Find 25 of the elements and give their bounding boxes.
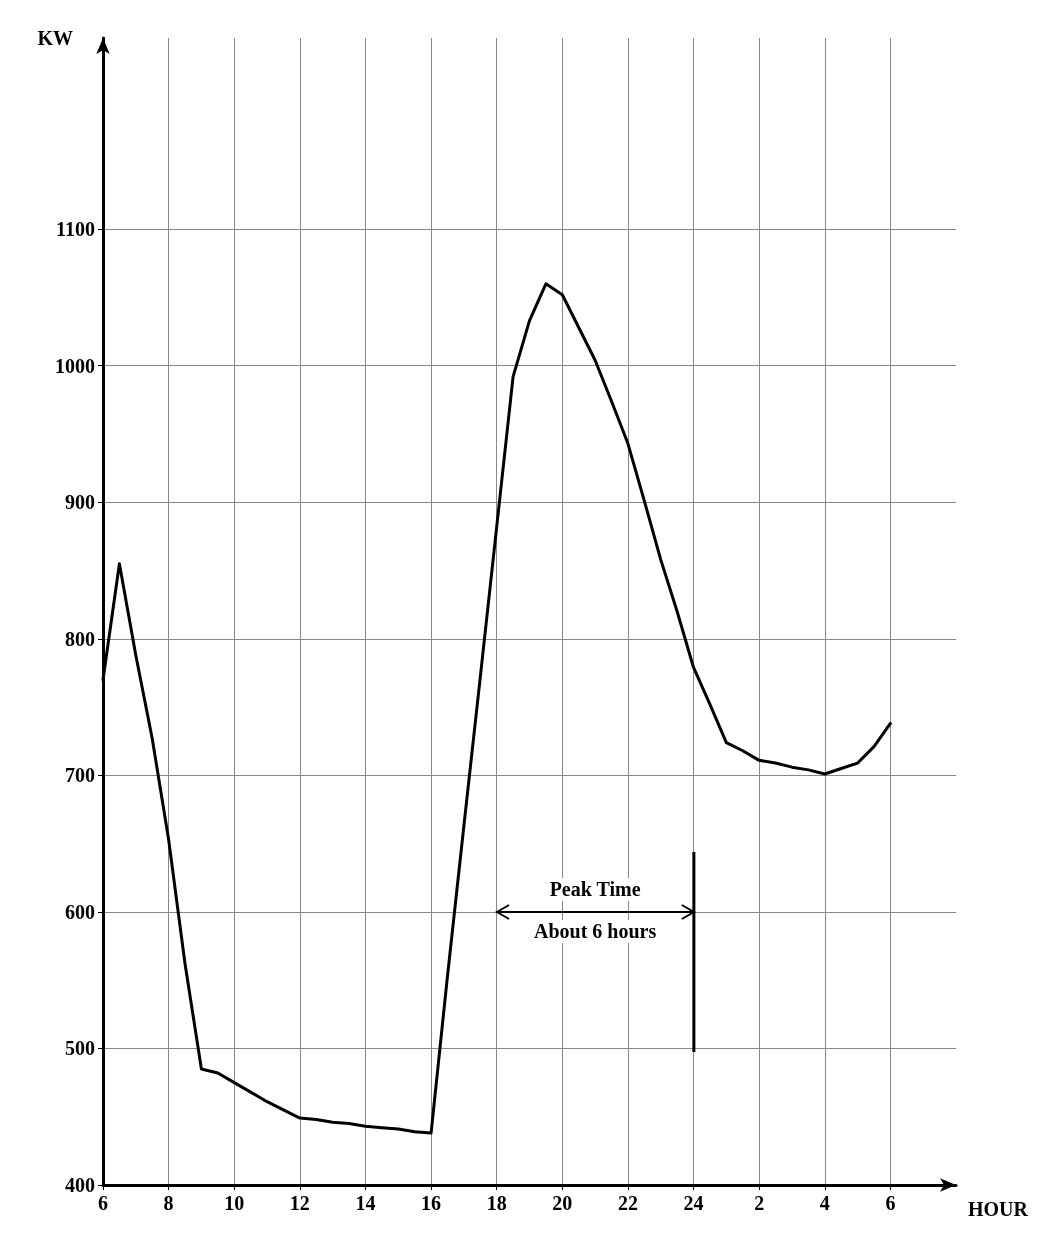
y-axis-title: KW (37, 27, 73, 49)
x-axis-title: HOUR (968, 1198, 1029, 1220)
x-tick-label: 22 (617, 1192, 638, 1214)
x-tick-label: 10 (224, 1192, 245, 1214)
y-tick-label: 1100 (56, 218, 95, 241)
y-tick-label: 800 (65, 627, 95, 650)
x-tick-label: 12 (289, 1192, 310, 1214)
x-tick-label: 4 (819, 1192, 830, 1214)
annotation: Peak Time (549, 878, 641, 901)
y-tick-label: 900 (65, 491, 95, 514)
x-tick-label: 6 (98, 1192, 108, 1214)
x-tick-label: 18 (486, 1192, 507, 1214)
annotation: About 6 hours (533, 920, 657, 943)
x-tick-label: 6 (885, 1192, 896, 1214)
x-tick-label: 14 (355, 1192, 376, 1214)
y-tick-label: 700 (65, 764, 95, 787)
x-tick-label: 16 (421, 1192, 442, 1214)
y-tick-label: 500 (65, 1037, 95, 1060)
x-tick-label: 2 (754, 1192, 765, 1214)
y-tick-label: 1000 (55, 354, 95, 377)
x-tick-label: 8 (163, 1192, 174, 1214)
x-tick-label: 20 (552, 1192, 573, 1214)
x-tick-label: 24 (683, 1192, 704, 1214)
y-tick-label: 400 (65, 1174, 95, 1196)
y-tick-label: 600 (65, 900, 95, 923)
